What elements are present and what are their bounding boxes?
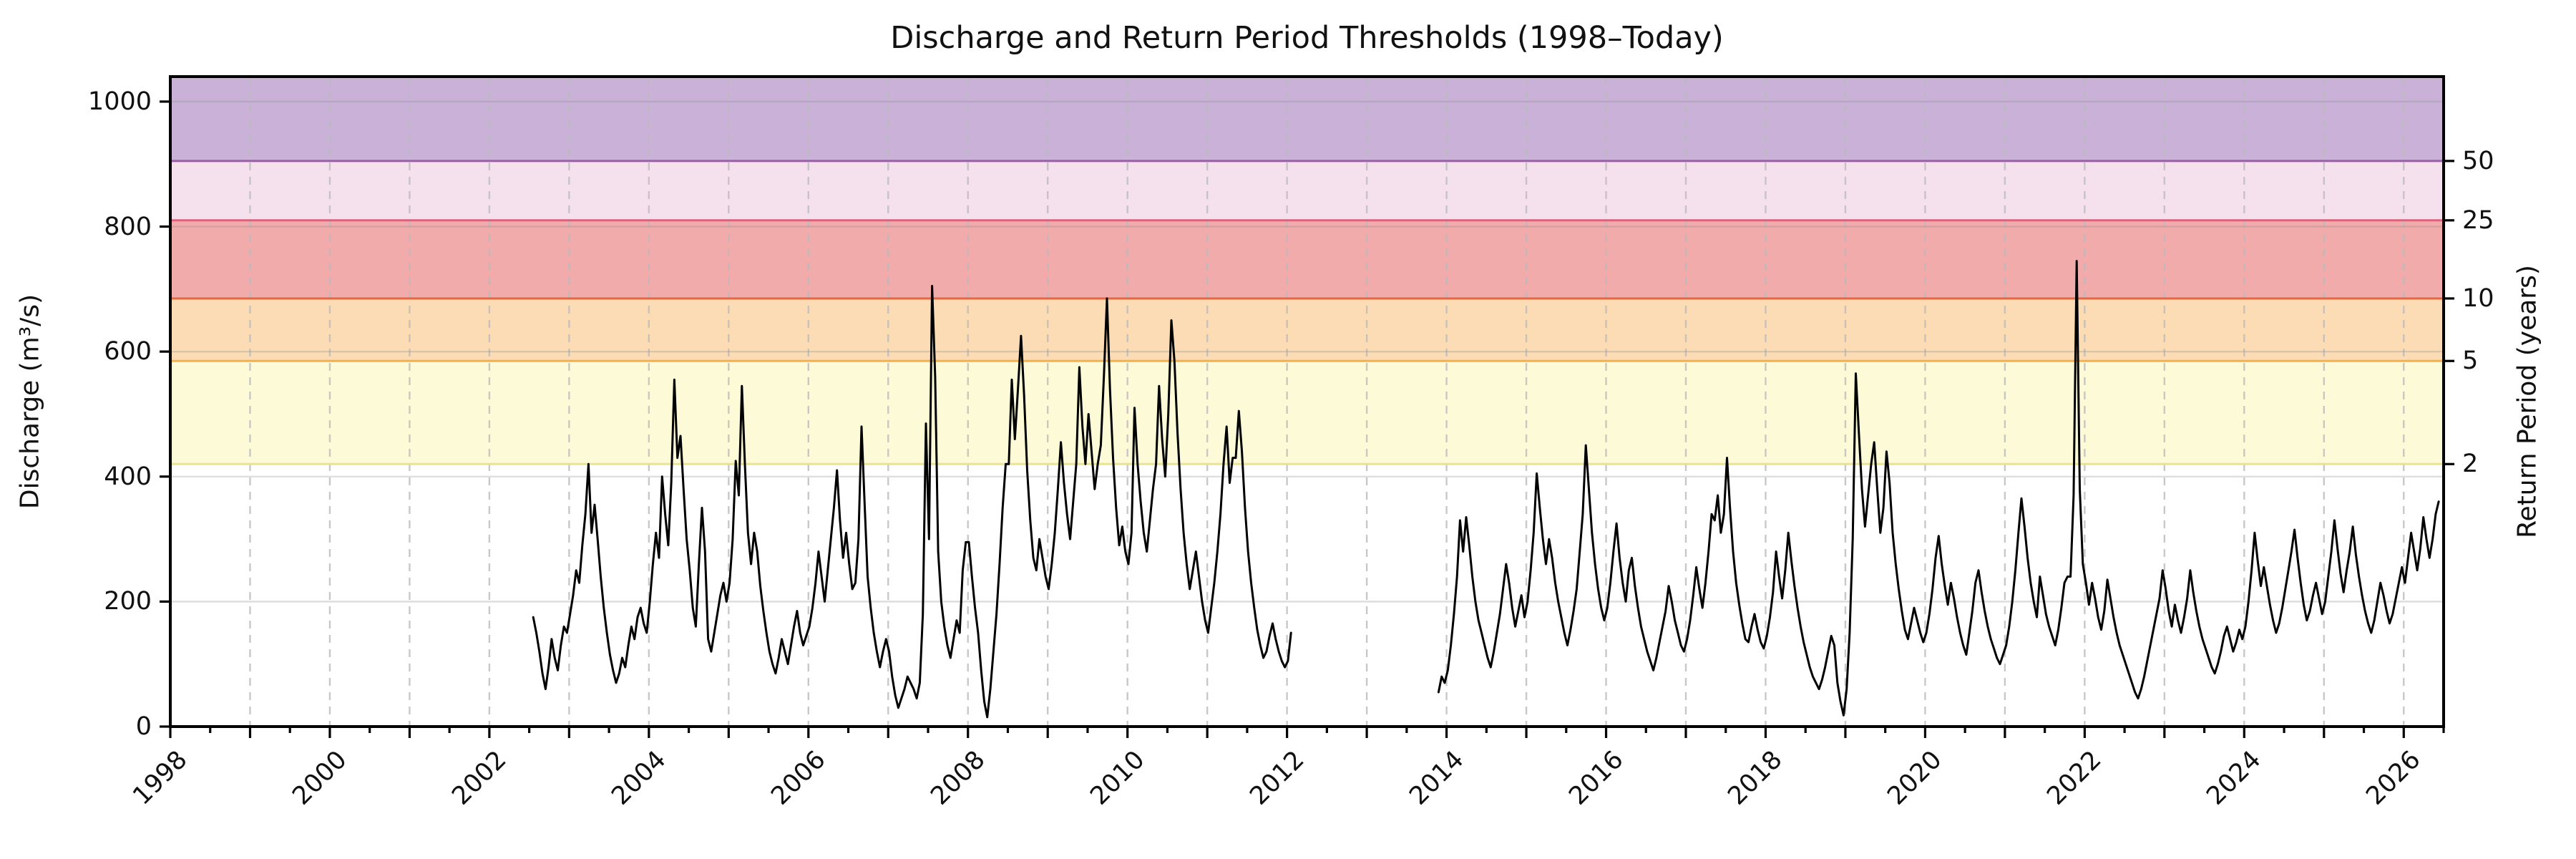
y-tick-label: 200 bbox=[104, 587, 152, 616]
return-period-tick-label: 25 bbox=[2462, 205, 2494, 235]
data-line-segment-1 bbox=[532, 285, 1292, 719]
band-5yr bbox=[170, 298, 2444, 361]
data-line-segment-2 bbox=[1437, 260, 2440, 717]
chart-title: Discharge and Return Period Thresholds (… bbox=[890, 20, 1724, 56]
y-tick-label: 0 bbox=[135, 712, 152, 741]
return-period-bands bbox=[170, 77, 2444, 465]
plot-frame bbox=[169, 75, 2445, 728]
band-2yr bbox=[170, 361, 2444, 465]
y-tick-label: 400 bbox=[104, 462, 152, 491]
return-period-tick-label: 2 bbox=[2462, 450, 2479, 479]
y-tick-label: 800 bbox=[104, 212, 152, 241]
return-period-tick-label: 50 bbox=[2462, 146, 2494, 175]
axes-frame bbox=[160, 75, 2454, 738]
band-10yr bbox=[170, 220, 2444, 299]
return-period-tick-label: 10 bbox=[2462, 283, 2494, 313]
y-tick-label: 600 bbox=[104, 337, 152, 367]
y-tick-label: 1000 bbox=[87, 87, 152, 116]
return-period-tick-label: 5 bbox=[2462, 346, 2479, 376]
discharge-series bbox=[532, 260, 2440, 719]
threshold-lines bbox=[170, 160, 2444, 465]
band-25yr bbox=[170, 160, 2444, 220]
gridlines bbox=[170, 77, 2444, 727]
band-50yr bbox=[170, 77, 2444, 161]
